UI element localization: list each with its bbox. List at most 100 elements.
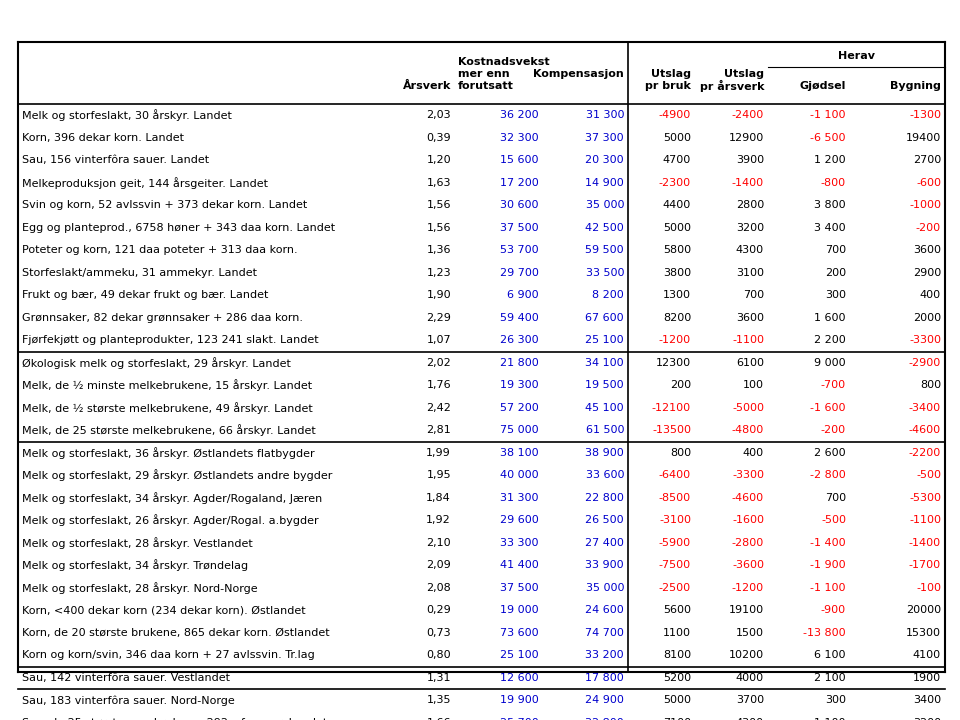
Text: Kompensasjon: Kompensasjon (533, 69, 624, 79)
Text: 3 800: 3 800 (814, 200, 846, 210)
Text: -500: -500 (916, 470, 941, 480)
Text: -2500: -2500 (659, 582, 691, 593)
Text: -3100: -3100 (659, 516, 691, 526)
Text: 5000: 5000 (663, 696, 691, 706)
Text: 25 100: 25 100 (586, 336, 624, 346)
Text: 35 000: 35 000 (586, 200, 624, 210)
Text: Bygning: Bygning (890, 81, 941, 91)
Text: 4700: 4700 (662, 156, 691, 166)
Text: 20000: 20000 (906, 606, 941, 616)
Text: Utslag: Utslag (724, 69, 764, 79)
Text: 8200: 8200 (662, 312, 691, 323)
Text: Kostnadsvekst: Kostnadsvekst (458, 57, 550, 67)
Text: 1,66: 1,66 (426, 718, 451, 720)
Text: 33 600: 33 600 (586, 470, 624, 480)
Text: 2,02: 2,02 (426, 358, 451, 368)
Text: 3 400: 3 400 (814, 222, 846, 233)
Text: 3100: 3100 (736, 268, 764, 278)
Text: 6100: 6100 (736, 358, 764, 368)
Text: 2,10: 2,10 (426, 538, 451, 548)
Text: 2 600: 2 600 (814, 448, 846, 458)
Text: 4300: 4300 (736, 246, 764, 256)
Text: 5000: 5000 (663, 222, 691, 233)
Text: 1500: 1500 (736, 628, 764, 638)
Text: Melk, de ½ minste melkebrukene, 15 årskyr. Landet: Melk, de ½ minste melkebrukene, 15 årsky… (22, 379, 312, 391)
Text: 53 700: 53 700 (500, 246, 539, 256)
Text: -1 600: -1 600 (810, 402, 846, 413)
Text: 10200: 10200 (729, 650, 764, 660)
Text: 1 200: 1 200 (814, 156, 846, 166)
Text: 40 000: 40 000 (500, 470, 539, 480)
Text: 2 100: 2 100 (814, 672, 846, 683)
Text: Melk og storfeslakt, 30 årskyr. Landet: Melk og storfeslakt, 30 årskyr. Landet (22, 109, 232, 121)
Text: -2900: -2900 (909, 358, 941, 368)
Text: 37 500: 37 500 (500, 222, 539, 233)
Text: 41 400: 41 400 (500, 560, 539, 570)
Text: 200: 200 (670, 380, 691, 390)
Text: 4000: 4000 (736, 672, 764, 683)
Text: Melk og storfeslakt, 28 årskyr. Nord-Norge: Melk og storfeslakt, 28 årskyr. Nord-Nor… (22, 582, 257, 594)
Text: 1,76: 1,76 (426, 380, 451, 390)
Text: 1 600: 1 600 (814, 312, 846, 323)
Text: 1 100: 1 100 (814, 718, 846, 720)
Text: 21 800: 21 800 (500, 358, 539, 368)
Text: 800: 800 (920, 380, 941, 390)
Text: 3600: 3600 (736, 312, 764, 323)
Text: 17 800: 17 800 (586, 672, 624, 683)
Text: -100: -100 (916, 582, 941, 593)
Text: -1 100: -1 100 (810, 582, 846, 593)
Text: 5200: 5200 (662, 672, 691, 683)
Text: -3600: -3600 (732, 560, 764, 570)
Text: -2800: -2800 (732, 538, 764, 548)
Text: -5300: -5300 (909, 492, 941, 503)
Text: 19 500: 19 500 (586, 380, 624, 390)
Text: 32 800: 32 800 (586, 718, 624, 720)
Text: Fjørfekjøtt og planteprodukter, 123 241 slakt. Landet: Fjørfekjøtt og planteprodukter, 123 241 … (22, 336, 319, 346)
Text: -1200: -1200 (732, 582, 764, 593)
Text: 3200: 3200 (736, 222, 764, 233)
Text: 2,08: 2,08 (426, 582, 451, 593)
Text: -3300: -3300 (909, 336, 941, 346)
Text: Melk og storfeslakt, 34 årskyr. Agder/Rogaland, Jæren: Melk og storfeslakt, 34 årskyr. Agder/Ro… (22, 492, 323, 504)
Text: -1300: -1300 (909, 110, 941, 120)
Text: -200: -200 (821, 426, 846, 436)
Text: 19 300: 19 300 (500, 380, 539, 390)
Text: 3200: 3200 (913, 718, 941, 720)
Text: 61 500: 61 500 (586, 426, 624, 436)
Text: 27 400: 27 400 (586, 538, 624, 548)
Text: 19100: 19100 (729, 606, 764, 616)
Text: 29 700: 29 700 (500, 268, 539, 278)
Text: 1,07: 1,07 (426, 336, 451, 346)
Text: Frukt og bær, 49 dekar frukt og bær. Landet: Frukt og bær, 49 dekar frukt og bær. Lan… (22, 290, 269, 300)
Text: Sau, 156 vinterfôra sauer. Landet: Sau, 156 vinterfôra sauer. Landet (22, 156, 209, 166)
Text: 0,80: 0,80 (426, 650, 451, 660)
Text: -800: -800 (821, 178, 846, 188)
Text: 33 200: 33 200 (586, 650, 624, 660)
Text: 2800: 2800 (735, 200, 764, 210)
Text: 37 300: 37 300 (586, 132, 624, 143)
Text: Årsverk: Årsverk (402, 81, 451, 91)
Text: 3600: 3600 (913, 246, 941, 256)
Text: 1300: 1300 (663, 290, 691, 300)
Text: 17 200: 17 200 (500, 178, 539, 188)
Text: 25 100: 25 100 (500, 650, 539, 660)
Text: -2300: -2300 (659, 178, 691, 188)
Text: -2400: -2400 (732, 110, 764, 120)
Text: 1,35: 1,35 (426, 696, 451, 706)
Text: -4600: -4600 (909, 426, 941, 436)
Text: Korn og korn/svin, 346 daa korn + 27 avlssvin. Tr.lag: Korn og korn/svin, 346 daa korn + 27 avl… (22, 650, 315, 660)
Text: -1400: -1400 (909, 538, 941, 548)
Text: 1,56: 1,56 (426, 200, 451, 210)
Text: -1000: -1000 (909, 200, 941, 210)
Text: 22 800: 22 800 (586, 492, 624, 503)
Text: 400: 400 (920, 290, 941, 300)
Text: 2700: 2700 (913, 156, 941, 166)
Text: Melk, de 25 største melkebrukene, 66 årskyr. Landet: Melk, de 25 største melkebrukene, 66 års… (22, 424, 316, 436)
Text: 1,56: 1,56 (426, 222, 451, 233)
Text: 2900: 2900 (913, 268, 941, 278)
Text: 4400: 4400 (662, 200, 691, 210)
Text: 30 600: 30 600 (500, 200, 539, 210)
Text: 33 500: 33 500 (586, 268, 624, 278)
Text: 42 500: 42 500 (586, 222, 624, 233)
Text: 1,23: 1,23 (426, 268, 451, 278)
